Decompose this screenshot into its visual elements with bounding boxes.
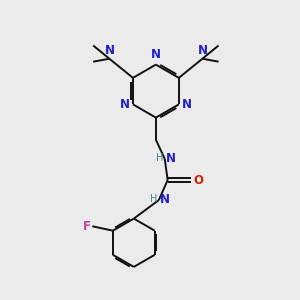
Text: F: F — [82, 220, 91, 233]
Text: N: N — [160, 193, 170, 206]
Text: N: N — [119, 98, 129, 111]
Text: N: N — [166, 152, 176, 165]
Text: H: H — [156, 153, 163, 163]
Text: N: N — [197, 44, 207, 57]
Text: N: N — [151, 48, 161, 61]
Text: H: H — [150, 194, 158, 205]
Text: N: N — [104, 44, 114, 57]
Text: O: O — [194, 173, 204, 187]
Text: N: N — [182, 98, 192, 111]
